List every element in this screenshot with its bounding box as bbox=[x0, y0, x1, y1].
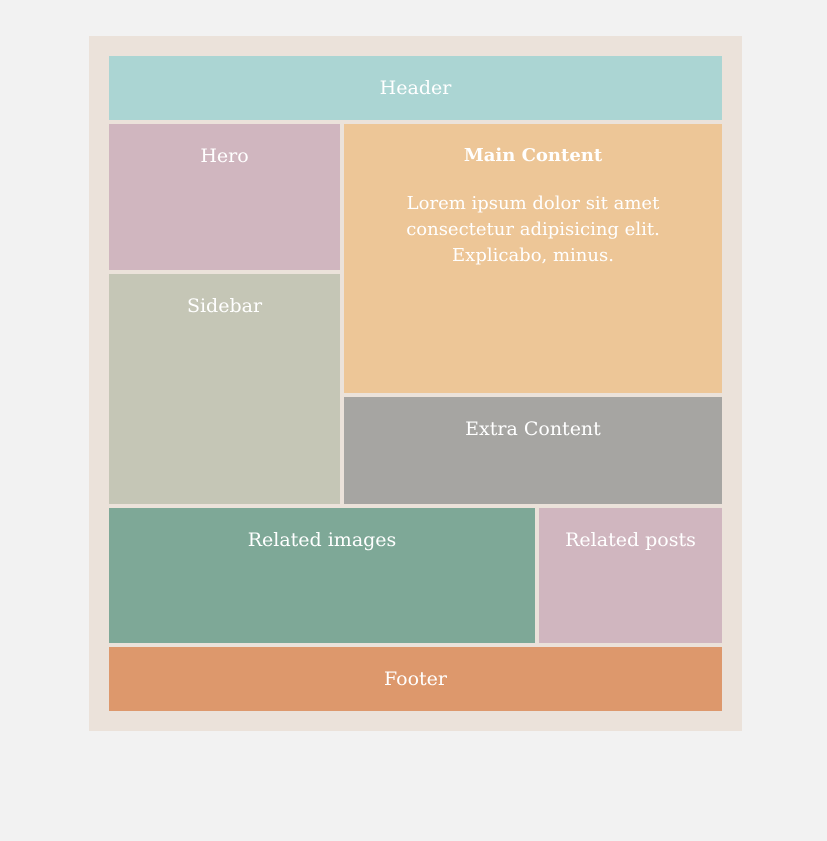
related-images-label: Related images bbox=[247, 529, 397, 551]
extra-content-block: Extra Content bbox=[344, 397, 722, 504]
layout-frame: Header Hero Sidebar Main Content Lorem i… bbox=[89, 36, 742, 731]
related-posts-block: Related posts bbox=[539, 508, 722, 643]
header-label: Header bbox=[379, 77, 452, 99]
footer-label: Footer bbox=[384, 668, 447, 690]
layout-grid: Header Hero Sidebar Main Content Lorem i… bbox=[109, 56, 722, 711]
main-content-block: Main Content Lorem ipsum dolor sit amet … bbox=[344, 124, 722, 393]
footer-block: Footer bbox=[109, 647, 722, 711]
main-content-line-2: consectetur adipisicing elit. bbox=[406, 219, 660, 240]
sidebar-label: Sidebar bbox=[186, 295, 263, 317]
related-posts-label: Related posts bbox=[565, 529, 696, 551]
related-images-block: Related images bbox=[109, 508, 535, 643]
main-content-body: Lorem ipsum dolor sit amet consectetur a… bbox=[344, 191, 722, 269]
hero-label: Hero bbox=[200, 145, 249, 167]
main-content-line-3: Explicabo, minus. bbox=[452, 245, 614, 266]
hero-block: Hero bbox=[109, 124, 340, 270]
main-content-title: Main Content bbox=[463, 145, 603, 166]
sidebar-block: Sidebar bbox=[109, 274, 340, 504]
main-content-line-1: Lorem ipsum dolor sit amet bbox=[406, 193, 660, 214]
extra-content-label: Extra Content bbox=[465, 418, 601, 440]
header-block: Header bbox=[109, 56, 722, 120]
